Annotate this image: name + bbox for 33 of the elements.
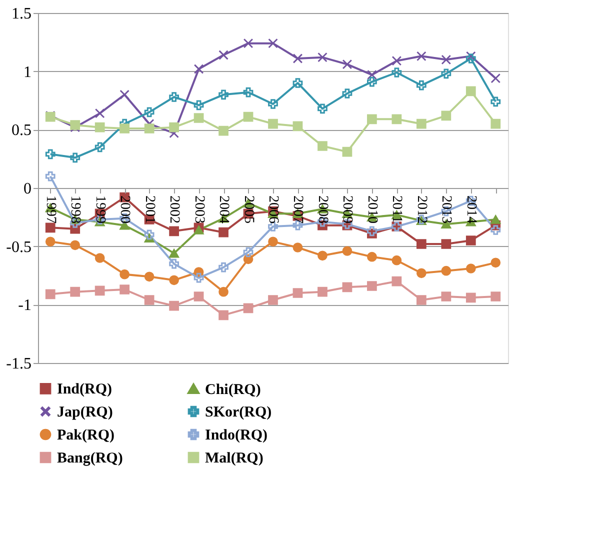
x-tick-label: 2011 xyxy=(389,196,404,223)
x-tick-label: 2000 xyxy=(117,196,132,224)
legend-label: Indo(RQ) xyxy=(205,428,268,444)
legend-label: Pak(RQ) xyxy=(57,428,114,444)
x-tick-label: 2008 xyxy=(314,196,330,224)
x-tick-label: 1998 xyxy=(68,196,83,224)
x-tick-label: 2007 xyxy=(290,196,306,224)
legend-label: Ind(RQ) xyxy=(57,382,112,398)
y-tick-label: -1 xyxy=(18,297,32,314)
legend-label: Chi(RQ) xyxy=(205,382,261,398)
x-tick-label: 1997 xyxy=(42,196,58,224)
y-tick-label: 1.5 xyxy=(12,6,32,22)
x-tick-label: 1999 xyxy=(92,196,108,224)
x-tick-label: 2003 xyxy=(191,196,206,224)
x-tick-label: 2014 xyxy=(463,196,478,224)
x-tick-label: 2009 xyxy=(340,196,355,224)
y-tick-label: 0 xyxy=(24,180,32,198)
legend-label: SKor(RQ) xyxy=(205,404,272,420)
legend-label: Jap(RQ) xyxy=(57,404,113,420)
x-tick-label: 2013 xyxy=(438,196,454,224)
x-tick-label: 2010 xyxy=(364,196,380,224)
y-tick-label: 1 xyxy=(24,64,32,81)
x-tick-label: 2005 xyxy=(240,196,256,224)
x-tick-label: 2006 xyxy=(266,196,280,224)
y-tick-label: 0.5 xyxy=(12,122,32,140)
y-tick-label: -1.5 xyxy=(6,356,32,372)
y-tick-label: -0.5 xyxy=(6,238,32,256)
x-tick-label: 2004 xyxy=(216,196,232,224)
x-tick-label: 2002 xyxy=(166,196,182,224)
legend-label: Mal(RQ) xyxy=(205,450,264,466)
x-tick-label: 2001 xyxy=(142,196,157,224)
legend-label: Bang(RQ) xyxy=(57,450,123,466)
x-tick-label: 2012 xyxy=(414,196,429,224)
